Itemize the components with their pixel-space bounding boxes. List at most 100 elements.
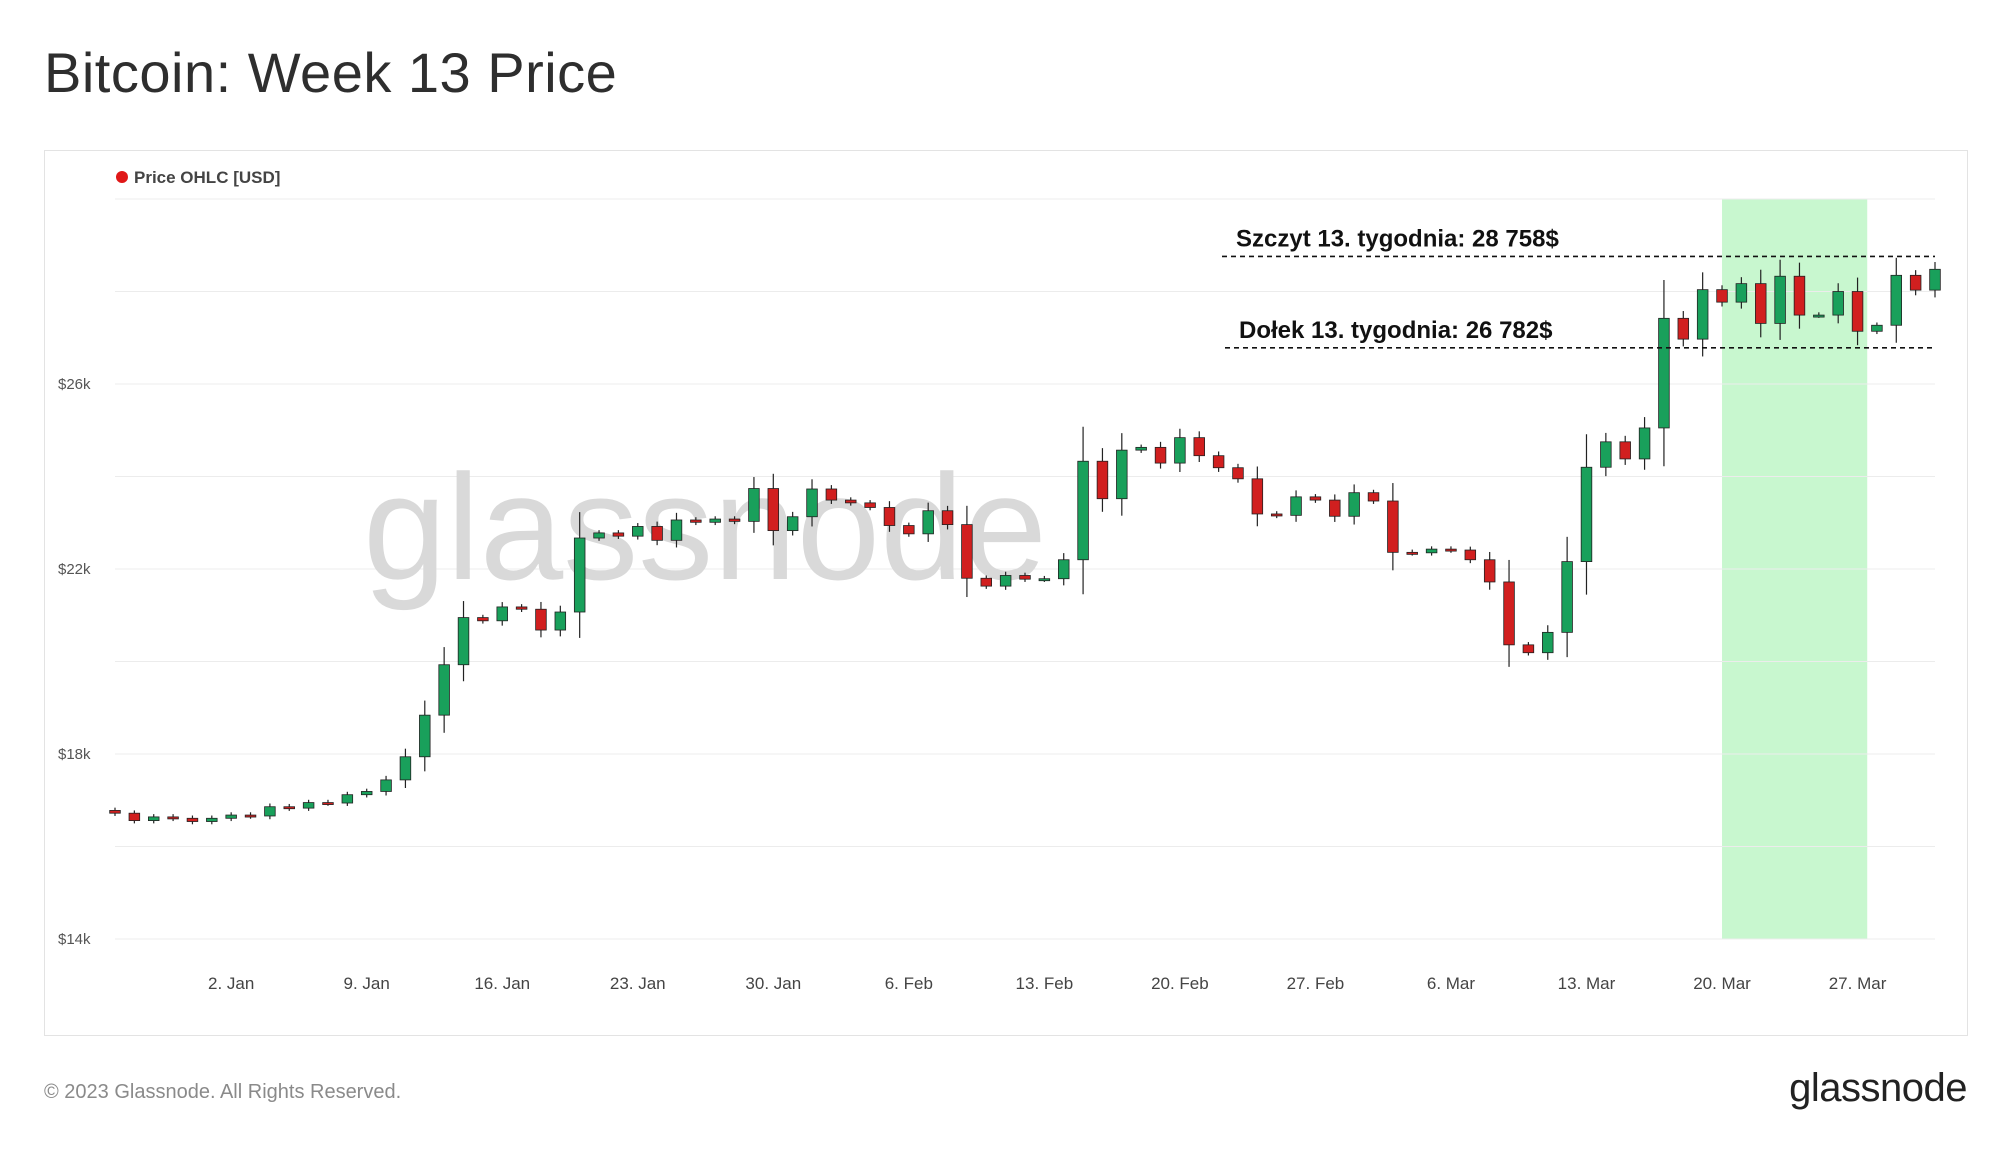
candle[interactable]: [1503, 559, 1515, 667]
candle[interactable]: [302, 799, 315, 811]
candle[interactable]: [225, 812, 237, 822]
candle[interactable]: [1135, 444, 1147, 453]
candle[interactable]: [1019, 572, 1031, 582]
candle[interactable]: [1716, 285, 1728, 307]
candle[interactable]: [573, 512, 586, 638]
candle[interactable]: [1212, 451, 1225, 472]
candle[interactable]: [264, 803, 276, 820]
candle[interactable]: [593, 530, 605, 541]
candle[interactable]: [612, 530, 625, 539]
candle[interactable]: [1270, 511, 1283, 519]
candle[interactable]: [457, 601, 470, 682]
candle[interactable]: [1077, 426, 1089, 595]
candle[interactable]: [380, 775, 392, 796]
candle[interactable]: [1464, 546, 1477, 564]
candle[interactable]: [1658, 279, 1670, 467]
candle[interactable]: [1755, 269, 1767, 338]
candle[interactable]: [244, 812, 257, 819]
candle[interactable]: [360, 788, 373, 798]
candle[interactable]: [109, 807, 121, 816]
candle[interactable]: [825, 485, 838, 504]
candle[interactable]: [1329, 494, 1341, 522]
candle[interactable]: [1638, 417, 1651, 470]
candle[interactable]: [1445, 546, 1457, 553]
candle[interactable]: [1813, 312, 1825, 318]
candle[interactable]: [1348, 484, 1360, 525]
candle[interactable]: [961, 505, 973, 598]
candle[interactable]: [1096, 448, 1109, 512]
candle[interactable]: [1871, 322, 1883, 335]
candle[interactable]: [632, 523, 644, 540]
candle[interactable]: [1542, 625, 1554, 660]
candle[interactable]: [496, 602, 508, 626]
legend-label[interactable]: Price OHLC [USD]: [134, 168, 280, 187]
candle[interactable]: [1561, 536, 1573, 658]
candle[interactable]: [1251, 466, 1264, 527]
watermark: glassnode: [363, 443, 1047, 611]
candle-body: [961, 524, 973, 579]
candle[interactable]: [1580, 434, 1593, 595]
candle[interactable]: [883, 501, 896, 532]
candle[interactable]: [399, 748, 412, 788]
candle[interactable]: [1909, 270, 1922, 296]
candle[interactable]: [1522, 642, 1535, 656]
candle[interactable]: [767, 473, 780, 546]
candle[interactable]: [515, 604, 528, 613]
candle[interactable]: [670, 512, 683, 548]
candle[interactable]: [477, 614, 489, 624]
candle[interactable]: [419, 700, 431, 772]
candle[interactable]: [1696, 272, 1709, 357]
candle[interactable]: [554, 605, 567, 637]
candle[interactable]: [1600, 432, 1612, 477]
candle[interactable]: [1367, 489, 1380, 504]
candle[interactable]: [535, 601, 547, 638]
candle[interactable]: [728, 516, 741, 525]
candle[interactable]: [1387, 483, 1399, 571]
candle[interactable]: [1483, 551, 1496, 590]
candle[interactable]: [186, 815, 199, 825]
candle[interactable]: [283, 803, 295, 811]
candle[interactable]: [1038, 575, 1051, 582]
candle[interactable]: [748, 477, 760, 533]
candle[interactable]: [341, 791, 354, 806]
candle[interactable]: [1619, 435, 1631, 465]
candle[interactable]: [845, 497, 857, 506]
candle[interactable]: [1290, 490, 1302, 522]
candle-body: [670, 519, 683, 541]
candle[interactable]: [1929, 262, 1941, 298]
candle[interactable]: [1232, 463, 1244, 483]
candle[interactable]: [806, 479, 818, 527]
candle[interactable]: [690, 517, 702, 526]
candle[interactable]: [1193, 431, 1205, 463]
candle[interactable]: [1309, 494, 1322, 503]
candle[interactable]: [709, 516, 721, 526]
candle[interactable]: [941, 505, 954, 530]
candle-body: [128, 812, 141, 822]
candle[interactable]: [1793, 262, 1806, 329]
candle[interactable]: [980, 575, 993, 589]
candle[interactable]: [999, 571, 1012, 590]
candle[interactable]: [1406, 549, 1418, 556]
candle[interactable]: [1890, 257, 1903, 343]
candle[interactable]: [1851, 277, 1864, 346]
candle[interactable]: [786, 511, 799, 536]
candle[interactable]: [922, 502, 934, 542]
candle[interactable]: [651, 521, 663, 546]
candle[interactable]: [1425, 546, 1438, 556]
candle[interactable]: [1735, 277, 1748, 309]
candle[interactable]: [1677, 311, 1690, 347]
candle[interactable]: [1832, 283, 1844, 324]
candle[interactable]: [167, 814, 179, 822]
candle[interactable]: [1174, 428, 1186, 472]
candle[interactable]: [1154, 441, 1167, 469]
candle[interactable]: [206, 815, 218, 825]
candle[interactable]: [147, 814, 160, 824]
candle[interactable]: [903, 522, 915, 537]
candle[interactable]: [1116, 433, 1128, 516]
candle[interactable]: [322, 799, 334, 806]
candle[interactable]: [1057, 553, 1070, 586]
candle[interactable]: [1774, 259, 1786, 340]
candle[interactable]: [438, 647, 450, 733]
candle[interactable]: [128, 810, 141, 824]
candle[interactable]: [864, 500, 876, 511]
